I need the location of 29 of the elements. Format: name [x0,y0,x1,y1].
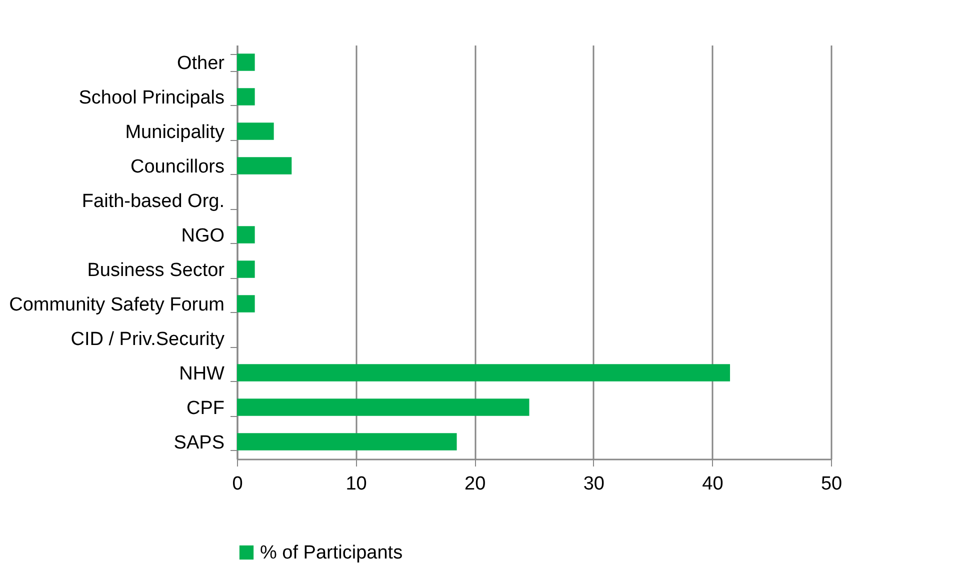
y-tick-label: Business Sector [87,260,226,281]
bar [237,54,255,71]
legend-label: % of Participants [260,542,403,564]
x-tick-label: 50 [820,474,842,494]
bar [237,260,255,278]
y-tick-label: NGO [181,225,224,246]
y-tick-label: Faith-based Org. [82,190,224,212]
x-tick-label: 20 [464,474,486,494]
y-tick-label: School Principals [78,87,224,108]
x-tick-label: 10 [346,474,367,494]
bar [237,398,530,416]
bar [237,226,255,244]
bar [237,364,730,382]
bar [237,433,457,450]
bar [237,88,255,106]
y-tick-label: SAPS [174,432,224,454]
x-tick-label: 0 [232,474,243,494]
x-tick-label: 30 [583,474,604,494]
y-tick-label: NHW [179,363,225,384]
y-tick-label: Other [176,52,226,74]
y-tick-label: Councillors [130,156,224,178]
bar [237,295,255,312]
y-tick-label: CPF [186,398,224,419]
y-tick-label: Community Safety Forum [9,294,224,316]
bar [237,157,292,174]
bar [237,122,274,140]
x-tick-label: 40 [702,474,724,494]
y-tick-label: Municipality [125,122,225,143]
y-tick-label: CID / Priv.Security [70,328,225,350]
